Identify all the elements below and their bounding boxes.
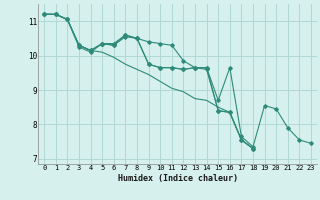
X-axis label: Humidex (Indice chaleur): Humidex (Indice chaleur) [118, 174, 238, 183]
